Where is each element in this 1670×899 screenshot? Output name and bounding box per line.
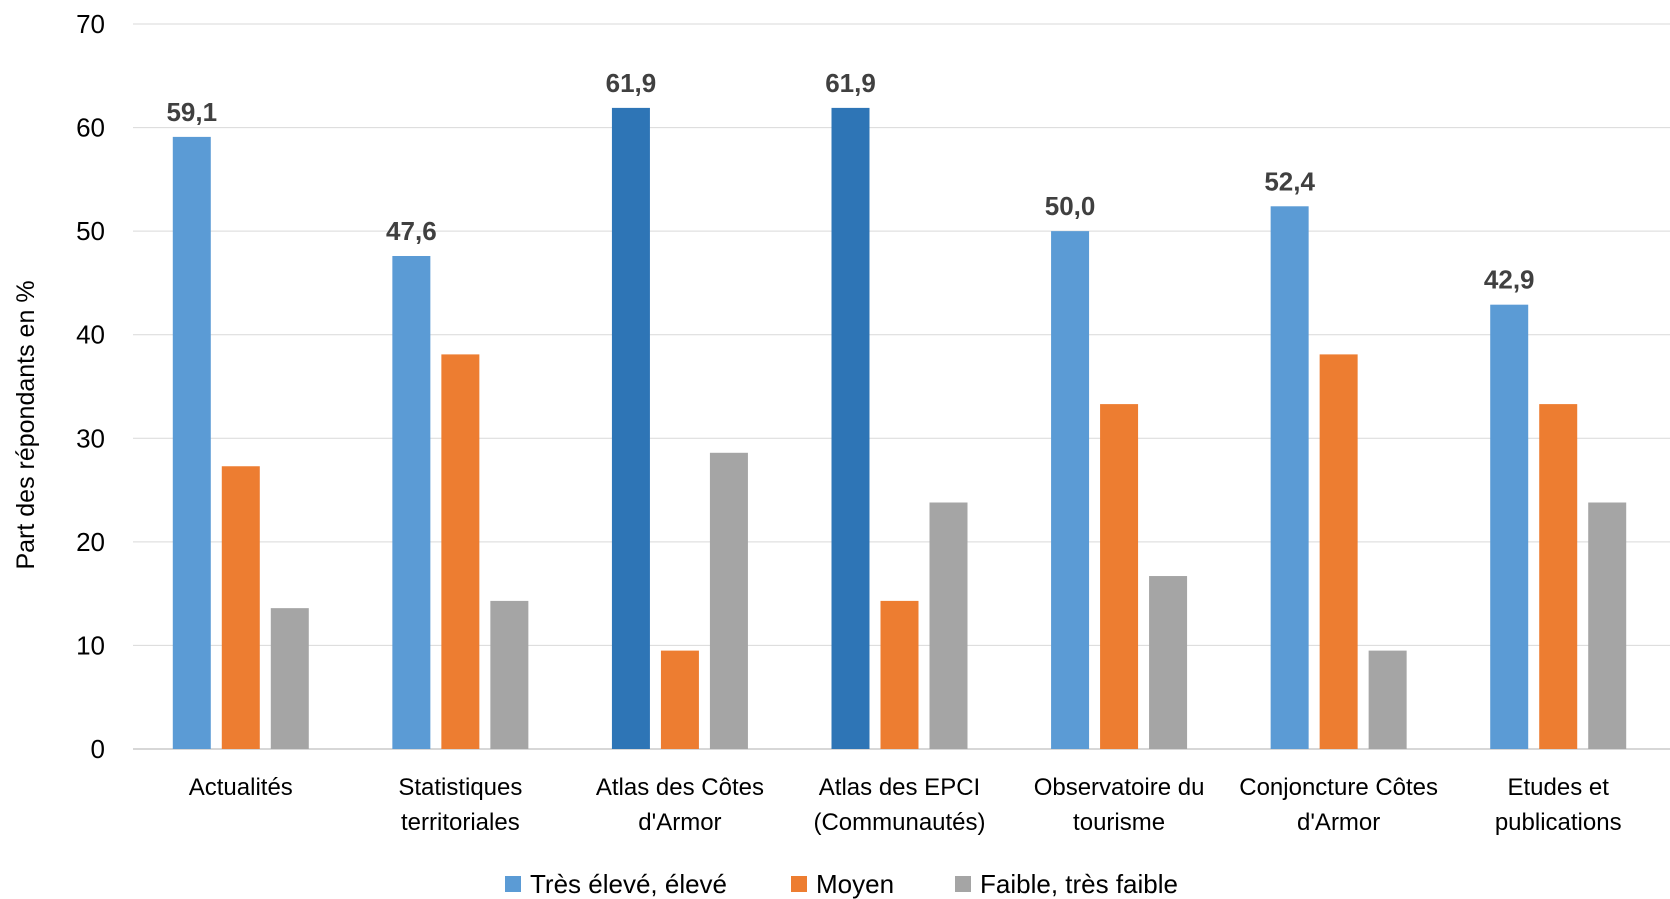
x-category-label: Etudes et: [1508, 774, 1610, 801]
data-label: 61,9: [606, 68, 657, 98]
bar-moyen: [1539, 404, 1578, 749]
x-category-label: Statistiques: [398, 774, 522, 801]
legend-label: Faible, très faible: [980, 869, 1178, 899]
bar-faible: [1149, 576, 1188, 749]
x-category-label: d'Armor: [638, 809, 721, 836]
legend-label: Moyen: [816, 869, 894, 899]
bar-eleve: [1051, 231, 1090, 750]
bar-moyen: [880, 600, 919, 749]
bars: [172, 107, 1627, 750]
data-labels: 59,1 47,6 61,9 61,9 50,0 52,4 42,9: [166, 68, 1534, 295]
y-tick-label: 40: [76, 320, 105, 350]
x-category-label: Observatoire du: [1034, 774, 1205, 801]
y-tick-label: 50: [76, 216, 105, 246]
legend-swatch: [505, 876, 521, 892]
y-tick-label: 70: [76, 9, 105, 39]
bar-moyen: [1319, 354, 1358, 749]
legend-swatch: [791, 876, 807, 892]
gridlines: [133, 23, 1670, 750]
y-tick-label: 20: [76, 527, 105, 557]
x-category-label: tourisme: [1073, 809, 1165, 836]
bar-eleve: [611, 107, 650, 749]
x-category-label: publications: [1495, 809, 1622, 836]
y-tick-label: 60: [76, 113, 105, 143]
bar-moyen: [1100, 404, 1139, 749]
bar-eleve: [1490, 304, 1529, 749]
legend: Très élevé, élevé Moyen Faible, très faibl…: [505, 869, 1178, 899]
bar-eleve: [172, 136, 211, 750]
bar-faible: [709, 452, 748, 749]
x-category-label: territoriales: [401, 809, 520, 836]
x-category-label: Atlas des EPCI: [819, 774, 980, 801]
y-tick-label: 30: [76, 423, 105, 453]
x-category-label: Conjoncture Côtes: [1239, 774, 1438, 801]
bar-moyen: [441, 354, 480, 749]
legend-swatch: [955, 876, 971, 892]
data-label: 42,9: [1484, 265, 1535, 295]
data-label: 50,0: [1045, 191, 1096, 221]
bar-eleve: [831, 107, 870, 749]
bar-faible: [490, 600, 529, 749]
y-axis-ticks: 0 10 20 30 40 50 60 70: [76, 9, 105, 764]
bar-faible: [270, 608, 309, 749]
bar-moyen: [221, 466, 260, 749]
data-label: 61,9: [825, 68, 876, 98]
x-category-label: d'Armor: [1297, 809, 1380, 836]
bar-faible: [1588, 502, 1627, 749]
legend-label: Très élevé, élevé: [530, 869, 727, 899]
bar-eleve: [392, 256, 431, 749]
data-label: 59,1: [166, 97, 217, 127]
bar-moyen: [660, 650, 699, 749]
bar-faible: [1368, 650, 1407, 749]
bar-eleve: [1270, 206, 1309, 750]
x-category-label: Actualités: [189, 774, 293, 801]
x-category-label: Atlas des Côtes: [596, 774, 764, 801]
x-category-label: (Communautés): [813, 809, 985, 836]
y-axis-title: Part des répondants en %: [12, 280, 40, 569]
bar-faible: [929, 502, 968, 749]
data-label: 47,6: [386, 216, 437, 246]
x-axis-categories: Actualités Statistiques territoriales Atlas…: [189, 774, 1622, 836]
y-tick-label: 0: [91, 734, 105, 764]
data-label: 52,4: [1264, 166, 1315, 196]
y-tick-label: 10: [76, 630, 105, 660]
